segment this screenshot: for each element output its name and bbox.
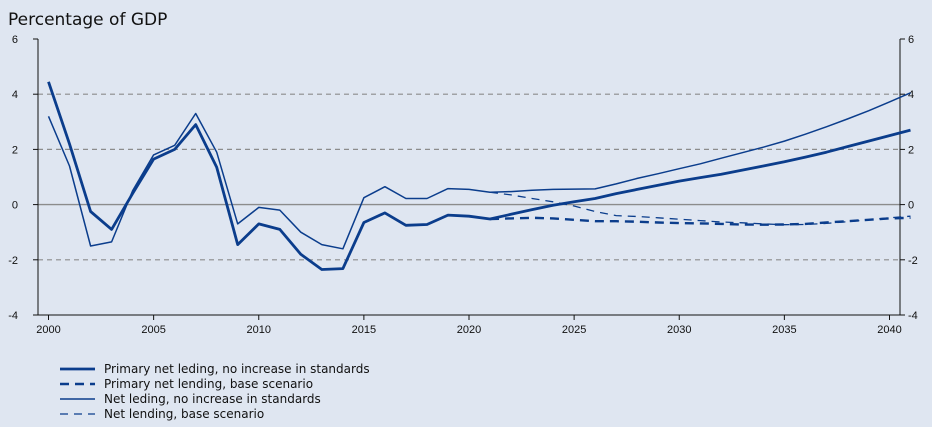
x-tick-label: 2005 <box>141 324 165 336</box>
x-tick-label: 2000 <box>36 324 60 336</box>
series-line-4 <box>489 191 911 226</box>
y-tick-label-left: 2 <box>12 144 18 156</box>
y-tick-label-right: -4 <box>908 310 918 322</box>
series-line-1 <box>47 81 911 271</box>
y-tick-label-left: -2 <box>8 255 18 267</box>
series-line-2 <box>489 216 911 226</box>
x-tick-label: 2025 <box>562 324 586 336</box>
y-tick-label-right: 4 <box>908 89 914 101</box>
y-tick-label-left: -4 <box>8 310 18 322</box>
legend-label-1: Primary net leding, no increase in stand… <box>104 362 370 376</box>
y-tick-label-left: 4 <box>12 89 18 101</box>
chart-title: Percentage of GDP <box>8 10 167 30</box>
x-tick-label: 2035 <box>772 324 796 336</box>
series-line-3 <box>47 92 911 250</box>
legend-label-4: Net lending, base scenario <box>104 407 264 421</box>
y-tick-label-right: 6 <box>908 34 914 46</box>
legend: Primary net leding, no increase in stand… <box>60 362 370 421</box>
legend-label-3: Net leding, no increase in standards <box>104 392 321 406</box>
y-tick-label-right: 2 <box>908 144 914 156</box>
x-tick-label: 2020 <box>457 324 481 336</box>
y-tick-label-left: 0 <box>12 200 18 212</box>
y-tick-label-right: -2 <box>908 255 918 267</box>
plot-area: -4 -4 -2 -2 0 0 2 2 4 4 6 6 2000 2005 2010 2015 2020 2025… <box>8 34 918 336</box>
x-tick-label: 2010 <box>247 324 271 336</box>
y-tick-label-left: 6 <box>12 34 18 46</box>
x-tick-label: 2015 <box>352 324 376 336</box>
legend-label-2: Primary net lending, base scenario <box>104 377 313 391</box>
x-tick-label: 2030 <box>667 324 691 336</box>
y-tick-label-right: 0 <box>908 200 914 212</box>
x-tick-label: 2040 <box>877 324 901 336</box>
